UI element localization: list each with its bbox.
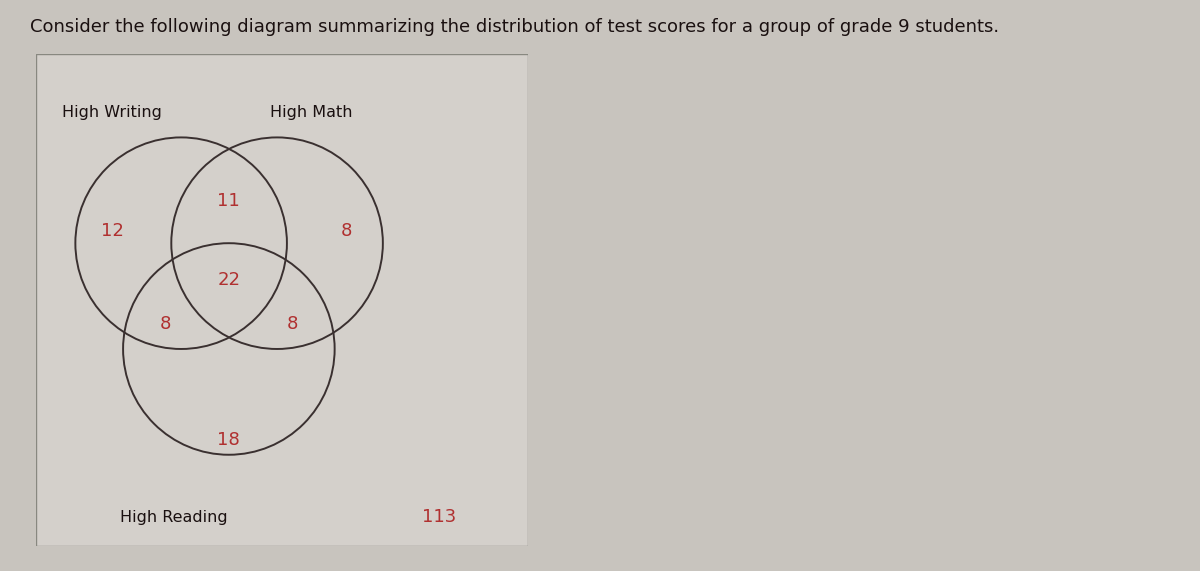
Text: 8: 8 bbox=[160, 315, 172, 333]
Text: 113: 113 bbox=[422, 508, 456, 526]
Text: Consider the following diagram summarizing the distribution of test scores for a: Consider the following diagram summarizi… bbox=[30, 18, 1000, 37]
Text: 22: 22 bbox=[217, 271, 240, 289]
Text: High Math: High Math bbox=[270, 105, 353, 120]
Text: 8: 8 bbox=[287, 315, 298, 333]
Text: 18: 18 bbox=[217, 431, 240, 449]
Text: High Reading: High Reading bbox=[120, 510, 228, 525]
Text: High Writing: High Writing bbox=[62, 105, 162, 120]
Text: 11: 11 bbox=[217, 192, 240, 210]
Text: 12: 12 bbox=[101, 222, 124, 240]
Text: 8: 8 bbox=[341, 222, 352, 240]
